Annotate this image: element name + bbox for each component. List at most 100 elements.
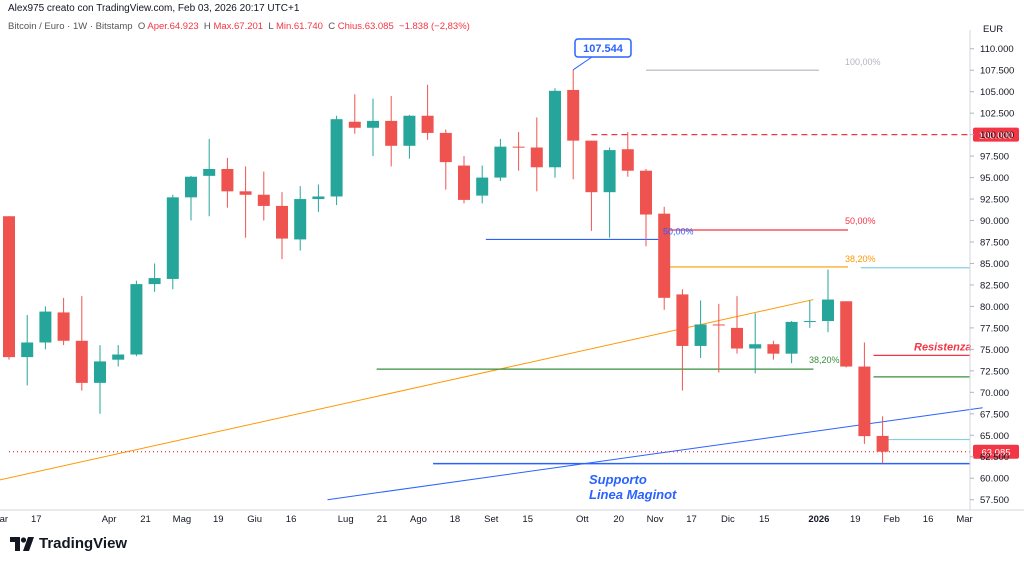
low-value: Min.61.740 bbox=[275, 21, 323, 32]
candle bbox=[530, 117, 543, 192]
candle-body bbox=[239, 191, 252, 195]
candle bbox=[21, 315, 34, 386]
y-tick-label: 87.500 bbox=[980, 238, 1009, 249]
blue-trendline bbox=[327, 407, 983, 501]
candle bbox=[476, 165, 489, 204]
candle bbox=[421, 84, 434, 140]
candle bbox=[621, 132, 634, 177]
close-value: Chius.63.085 bbox=[337, 21, 394, 32]
candle bbox=[57, 297, 70, 346]
candle bbox=[94, 345, 106, 414]
candle-body bbox=[330, 119, 343, 197]
candle bbox=[239, 166, 252, 238]
symbol-label: Bitcoin / Euro · 1W · Bitstamp bbox=[8, 21, 133, 32]
candle-body bbox=[603, 150, 616, 193]
candle-body bbox=[840, 301, 853, 367]
candle bbox=[367, 98, 379, 157]
tradingview-logo-icon bbox=[10, 536, 34, 551]
candle bbox=[549, 88, 561, 178]
x-axis: Mar 17 Apr 21 Mag 19 Giu 16 Lug 21 Ago 18 Set 15 Ott 20… bbox=[0, 509, 1024, 525]
candle-body bbox=[694, 324, 707, 346]
maginot-label: Linea Maginot bbox=[589, 487, 677, 502]
tradingview-logo-text: TradingView bbox=[39, 535, 128, 552]
candle bbox=[458, 156, 470, 204]
candle-body bbox=[494, 146, 507, 178]
candle bbox=[166, 194, 179, 290]
candle-body bbox=[549, 90, 561, 168]
x-tick-label: 15 bbox=[522, 514, 533, 525]
candle bbox=[403, 114, 416, 159]
candle bbox=[257, 171, 270, 221]
candle bbox=[330, 115, 343, 206]
y-tick-label: 72.500 bbox=[980, 366, 1009, 377]
x-tick-label: Mag bbox=[173, 514, 191, 525]
candle-body bbox=[512, 146, 525, 148]
blue-50-label: 50,00% bbox=[663, 226, 694, 236]
y-tick-label: 65.000 bbox=[980, 431, 1009, 442]
x-tick-label: Giu bbox=[247, 514, 262, 525]
x-tick-label: 17 bbox=[31, 514, 42, 525]
candle-body bbox=[276, 205, 288, 239]
candles bbox=[3, 69, 889, 464]
y-tick-label: 110.000 bbox=[980, 44, 1014, 55]
candle-body bbox=[567, 89, 580, 141]
candle-body bbox=[257, 194, 270, 206]
candle-body bbox=[712, 324, 725, 326]
x-tick-label: 16 bbox=[923, 514, 934, 525]
x-tick-label: 15 bbox=[759, 514, 770, 525]
candle-body bbox=[585, 140, 598, 193]
candle-body bbox=[403, 115, 416, 146]
candle-body bbox=[731, 327, 743, 349]
candle bbox=[840, 301, 853, 368]
x-tick-label: 18 bbox=[450, 514, 461, 525]
candle bbox=[221, 157, 234, 208]
candle-body bbox=[3, 216, 15, 358]
candle bbox=[203, 138, 216, 217]
candle bbox=[312, 184, 325, 212]
open-value: Aper.64.923 bbox=[147, 21, 199, 32]
candle-body bbox=[749, 344, 762, 349]
candle-body bbox=[348, 121, 361, 128]
candle bbox=[567, 69, 580, 180]
last-price-text: 63.085 bbox=[981, 448, 1010, 459]
fib-38-label: 38,20% bbox=[845, 254, 876, 264]
tradingview-logo[interactable]: TradingView bbox=[10, 535, 127, 552]
candle-body bbox=[530, 147, 543, 168]
candle bbox=[385, 95, 398, 167]
candle bbox=[75, 296, 88, 391]
y-tick-label: 80.000 bbox=[980, 302, 1009, 313]
fib-100-label: 100,00% bbox=[845, 57, 881, 67]
candle bbox=[731, 296, 743, 354]
candle-body bbox=[458, 165, 470, 200]
candle bbox=[294, 186, 307, 251]
candle bbox=[276, 192, 288, 260]
candle-body bbox=[203, 168, 216, 176]
x-tick-label: Mar bbox=[956, 514, 972, 525]
supporto-label: Supporto bbox=[589, 472, 647, 487]
y-tick-label: 82.500 bbox=[980, 280, 1009, 291]
open-label: O bbox=[137, 21, 146, 32]
x-tick-label: 21 bbox=[140, 514, 151, 525]
candle-body bbox=[858, 366, 871, 437]
candle bbox=[148, 263, 161, 292]
x-tick-label: 17 bbox=[686, 514, 697, 525]
candle-body bbox=[822, 299, 834, 322]
candle bbox=[749, 313, 762, 374]
candle bbox=[640, 168, 652, 247]
candle-body bbox=[75, 340, 88, 383]
annotation-labels: 107.544 100,00% 50,00% 38,20% 50,00% 38,20% Re… bbox=[572, 38, 1019, 502]
x-tick-label: Dic bbox=[721, 514, 735, 525]
candle-body bbox=[294, 199, 307, 240]
y-tick-label: 67.500 bbox=[980, 409, 1009, 420]
candle-body bbox=[385, 120, 398, 146]
price-tag-100k-text: 100.000 bbox=[979, 131, 1013, 142]
candle bbox=[603, 147, 616, 238]
y-tick-label: 97.500 bbox=[980, 152, 1009, 163]
candle-body bbox=[112, 354, 125, 360]
x-tick-label: 2026 bbox=[808, 514, 829, 525]
resistenza-label: Resistenza bbox=[914, 341, 971, 353]
y-tick-label: 90.000 bbox=[980, 216, 1009, 227]
green-38-label: 38,20% bbox=[809, 355, 840, 365]
y-tick-label: 107.500 bbox=[980, 66, 1014, 77]
